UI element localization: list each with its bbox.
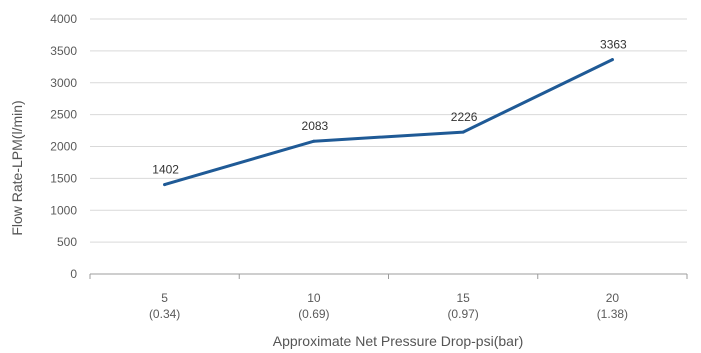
data-label: 2083 <box>302 119 329 133</box>
series-line <box>163 58 614 187</box>
y-tick-label: 2500 <box>50 108 77 122</box>
y-tick-label: 4000 <box>50 12 77 26</box>
x-tick-label: 5 (0.34) <box>149 291 180 321</box>
data-point <box>312 139 316 143</box>
y-tick-label: 2000 <box>50 140 77 154</box>
x-tick-label: 20 (1.38) <box>597 291 628 321</box>
x-tick-label-bar: (0.97) <box>447 307 478 321</box>
y-tick-label: 1000 <box>50 203 77 217</box>
x-tick-label-bar: (0.69) <box>298 307 329 321</box>
y-tick-label: 3500 <box>50 44 77 58</box>
y-tick-label: 0 <box>70 267 77 281</box>
x-axis-title: Approximate Net Pressure Drop-psi(bar) <box>273 333 524 349</box>
x-tick-label: 15 (0.97) <box>447 291 478 321</box>
data-label: 1402 <box>152 163 179 177</box>
data-labels: 1402 2083 2226 3363 <box>152 38 627 177</box>
y-axis-title: Flow Rate-LPM(l/min) <box>9 100 25 235</box>
x-tick-label-psi: 15 <box>456 291 470 305</box>
x-tick-label-bar: (0.34) <box>149 307 180 321</box>
y-tick-label: 3000 <box>50 76 77 90</box>
x-tick-label-psi: 10 <box>307 291 321 305</box>
axes <box>89 273 688 279</box>
data-label: 2226 <box>451 110 478 124</box>
data-point <box>461 130 465 134</box>
gridlines <box>90 18 687 243</box>
data-label: 3363 <box>600 38 627 52</box>
x-axis-tick-labels: 5 (0.34) 10 (0.69) 15 (0.97) 20 (1.38) <box>149 291 628 321</box>
y-axis-tick-labels: 0 500 1000 1500 2000 2500 3000 3500 4000 <box>50 12 77 281</box>
series-lines <box>163 58 614 187</box>
y-tick-label: 500 <box>57 235 77 249</box>
x-tick-label-psi: 20 <box>606 291 620 305</box>
y-tick-label: 1500 <box>50 171 77 185</box>
x-tick-label-psi: 5 <box>161 291 168 305</box>
x-tick-label-bar: (1.38) <box>597 307 628 321</box>
data-point <box>163 183 167 187</box>
x-tick-label: 10 (0.69) <box>298 291 329 321</box>
data-point <box>610 58 614 62</box>
